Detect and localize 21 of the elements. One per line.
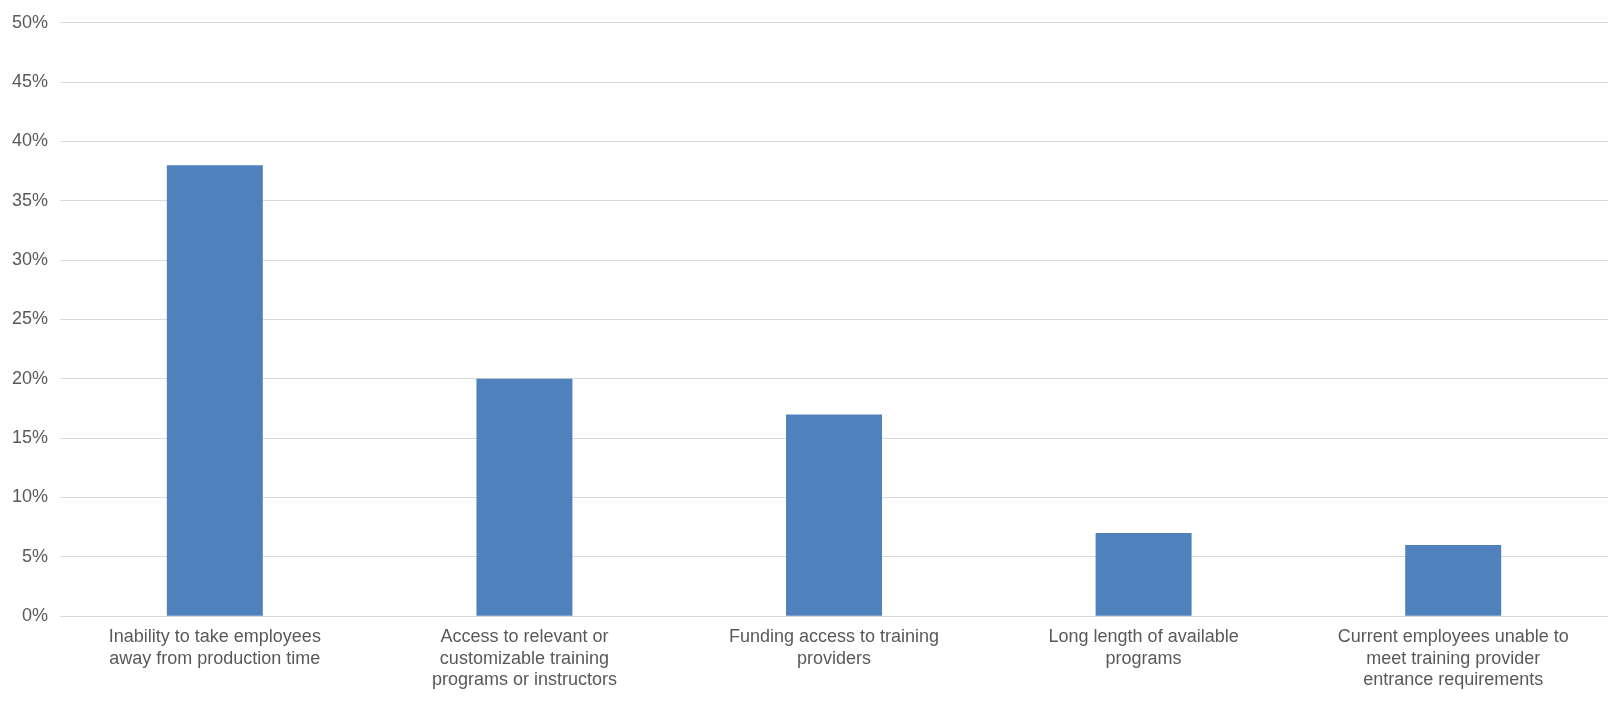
x-tick-label: Funding access to training providers <box>728 625 940 668</box>
x-tick-label: Long length of available programs <box>1048 625 1239 668</box>
y-tick-label: 15% <box>12 427 49 448</box>
y-tick-label: 30% <box>12 249 49 270</box>
y-tick-label: 5% <box>22 545 49 566</box>
bar <box>1095 533 1192 616</box>
bar <box>1405 544 1502 616</box>
x-tick-label: Access to relevant or customizable training programs or instructors <box>431 625 617 690</box>
y-tick-label: 25% <box>12 308 49 329</box>
y-tick-label: 20% <box>12 367 49 388</box>
y-tick-label: 45% <box>12 71 49 92</box>
y-tick-label: 35% <box>12 189 49 210</box>
bar <box>166 165 263 616</box>
y-tick-label: 50% <box>12 11 49 32</box>
bar <box>476 378 573 616</box>
y-tick-label: 0% <box>22 605 49 626</box>
x-tick-label: Inability to take employees away from production time <box>108 625 321 668</box>
x-tick-label: Current employees unable to meet training provider entrance requirements <box>1337 625 1569 690</box>
bar <box>786 414 882 616</box>
y-tick-label: 10% <box>12 486 49 507</box>
y-tick-label: 40% <box>12 130 49 151</box>
